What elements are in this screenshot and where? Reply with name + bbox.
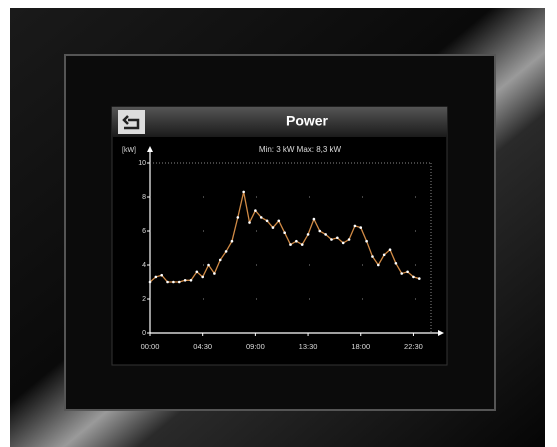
data-point <box>383 254 386 257</box>
data-point <box>400 272 403 275</box>
data-point <box>342 242 345 245</box>
data-point <box>248 221 251 224</box>
data-point <box>395 262 398 265</box>
data-point <box>295 240 298 243</box>
y-tick-label: 6 <box>142 228 146 235</box>
y-tick-label: 4 <box>142 262 146 269</box>
data-point <box>354 225 357 228</box>
y-axis-label: [kW] <box>122 147 136 154</box>
x-tick-label: 13:30 <box>299 342 318 351</box>
data-point <box>178 281 181 284</box>
x-tick-label: 09:00 <box>246 342 265 351</box>
data-point <box>389 248 392 251</box>
data-point <box>225 250 228 253</box>
data-point <box>237 216 240 219</box>
data-point <box>418 277 421 280</box>
data-point <box>213 272 216 275</box>
data-point <box>318 230 321 233</box>
data-point <box>412 276 415 279</box>
data-point <box>359 226 362 229</box>
data-point <box>207 264 210 267</box>
data-point <box>242 191 245 194</box>
x-tick-label: 04:30 <box>193 342 212 351</box>
data-point <box>219 259 222 262</box>
data-point <box>172 281 175 284</box>
data-point <box>324 233 327 236</box>
data-point <box>196 271 199 274</box>
x-tick-label: 22:30 <box>404 342 423 351</box>
data-point <box>313 218 316 221</box>
y-tick-label: 2 <box>142 296 146 303</box>
header-bar <box>112 107 447 137</box>
y-tick-label: 8 <box>142 194 146 201</box>
x-tick-label: 00:00 <box>141 342 160 351</box>
device-photo: Power Min: 3 kW Max: 8,3 kW [kW] 0 2 4 6 8 10… <box>0 0 557 447</box>
chart-subtitle: Min: 3 kW Max: 8,3 kW <box>259 145 342 154</box>
data-point <box>272 226 275 229</box>
data-point <box>283 231 286 234</box>
data-point <box>348 238 351 241</box>
data-point <box>277 220 280 223</box>
data-point <box>166 281 169 284</box>
data-point <box>377 264 380 267</box>
data-point <box>254 209 257 212</box>
data-point <box>301 243 304 246</box>
data-point <box>231 240 234 243</box>
data-point <box>260 216 263 219</box>
data-point <box>190 279 193 282</box>
data-point <box>184 279 187 282</box>
chart-title: Power <box>286 113 329 129</box>
data-point <box>201 276 204 279</box>
data-point <box>365 240 368 243</box>
data-point <box>149 281 152 284</box>
data-point <box>307 233 310 236</box>
data-point <box>160 274 163 277</box>
y-tick-label: 10 <box>138 160 146 167</box>
data-point <box>336 237 339 240</box>
data-point <box>330 238 333 241</box>
data-point <box>371 255 374 258</box>
data-point <box>155 276 158 279</box>
x-tick-label: 18:00 <box>351 342 370 351</box>
back-button[interactable] <box>118 110 145 134</box>
data-point <box>289 243 292 246</box>
data-point <box>266 220 269 223</box>
data-point <box>406 271 409 274</box>
y-tick-label: 0 <box>142 330 146 337</box>
